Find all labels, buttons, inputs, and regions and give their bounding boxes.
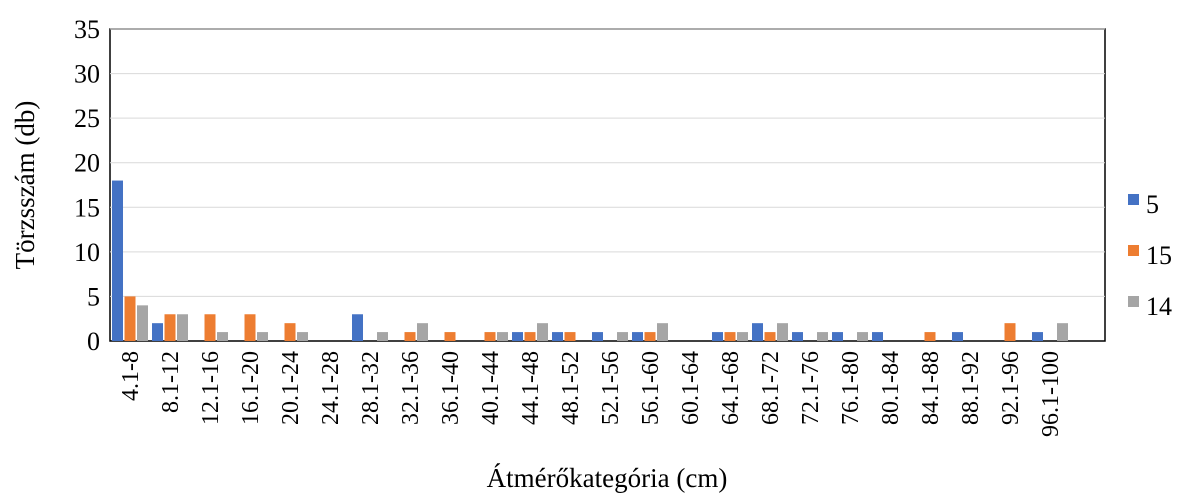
y-tick-label: 35 (74, 15, 100, 44)
x-tick-label: 8.1-12 (158, 351, 184, 413)
legend: 5 15 14 (1128, 190, 1172, 321)
x-tick-labels: 4.1-8 8.1-12 12.1-16 16.1-20 20.1-24 24.1-28 2… (118, 351, 1064, 437)
x-tick-label: 84.1-88 (918, 351, 944, 425)
bar (857, 332, 868, 341)
x-axis-title: Átmérőkategória (cm) (487, 463, 728, 493)
bar (792, 332, 803, 341)
y-tick-label: 0 (87, 327, 100, 356)
legend-swatch (1128, 296, 1139, 307)
bar (1004, 323, 1016, 341)
bar (417, 323, 428, 341)
x-tick-label: 48.1-52 (558, 351, 584, 425)
bar (112, 180, 123, 341)
y-tick-label: 15 (74, 193, 100, 222)
bar (657, 323, 668, 341)
bar (617, 332, 628, 341)
bar (524, 332, 536, 341)
bar (564, 332, 576, 341)
x-tick-label: 36.1-40 (438, 351, 464, 425)
legend-label: 5 (1146, 190, 1159, 219)
bar (137, 305, 148, 341)
bar (217, 332, 228, 341)
x-tick-label: 64.1-68 (718, 351, 744, 425)
y-axis-title: Törzsszám (db) (10, 101, 40, 270)
legend-label: 15 (1146, 241, 1172, 270)
bar (632, 332, 643, 341)
x-tick-label: 32.1-36 (398, 351, 424, 425)
x-tick-label: 92.1-96 (998, 351, 1024, 425)
bar (752, 323, 763, 341)
bar (377, 332, 388, 341)
x-tick-label: 40.1-44 (478, 351, 504, 425)
bar (1057, 323, 1068, 341)
bar (924, 332, 936, 341)
bar (152, 323, 163, 341)
bar (817, 332, 828, 341)
bar (297, 332, 308, 341)
x-tick-label: 16.1-20 (238, 351, 264, 425)
bar (124, 296, 136, 341)
x-tick-label: 68.1-72 (758, 351, 784, 425)
legend-label: 14 (1146, 292, 1172, 321)
x-tick-label: 96.1-100 (1038, 351, 1064, 437)
bar (764, 332, 776, 341)
x-tick-label: 12.1-16 (198, 351, 224, 425)
bar (552, 332, 563, 341)
y-tick-label: 30 (74, 60, 100, 89)
bar (644, 332, 656, 341)
x-tick-label: 72.1-76 (798, 351, 824, 425)
x-tick-label: 56.1-60 (638, 351, 664, 425)
x-tick-label: 44.1-48 (518, 351, 544, 425)
bar (204, 314, 216, 341)
bar (244, 314, 256, 341)
x-tick-label: 20.1-24 (278, 351, 304, 425)
x-tick-label: 4.1-8 (118, 351, 144, 401)
x-tick-label: 52.1-56 (598, 351, 624, 425)
bar (177, 314, 188, 341)
bar (592, 332, 603, 341)
bar (872, 332, 883, 341)
bar (352, 314, 363, 341)
x-tick-label: 80.1-84 (878, 351, 904, 425)
bar (832, 332, 843, 341)
bar (512, 332, 523, 341)
y-tick-label: 20 (74, 149, 100, 178)
bar (537, 323, 548, 341)
bar (724, 332, 736, 341)
plot-area (109, 28, 1106, 342)
x-tick-label: 24.1-28 (318, 351, 344, 425)
bar (712, 332, 723, 341)
y-tick-label: 10 (74, 238, 100, 267)
bar (952, 332, 963, 341)
bar (497, 332, 508, 341)
bar (1032, 332, 1043, 341)
y-tick-label: 25 (74, 104, 100, 133)
legend-swatch (1128, 245, 1139, 256)
bar (444, 332, 456, 341)
bar (284, 323, 296, 341)
x-tick-label: 60.1-64 (678, 351, 704, 425)
x-tick-label: 76.1-80 (838, 351, 864, 425)
x-tick-label: 88.1-92 (958, 351, 984, 425)
y-tick-label: 5 (87, 282, 100, 311)
bar (484, 332, 496, 341)
legend-swatch (1128, 194, 1139, 205)
x-tick-label: 28.1-32 (358, 351, 384, 425)
bars (112, 180, 1068, 341)
bar (164, 314, 176, 341)
bar (777, 323, 788, 341)
gridlines (110, 28, 1105, 297)
bar (257, 332, 268, 341)
y-tick-labels: 0 5 10 15 20 25 30 35 (74, 15, 100, 356)
bar (404, 332, 416, 341)
bar (737, 332, 748, 341)
